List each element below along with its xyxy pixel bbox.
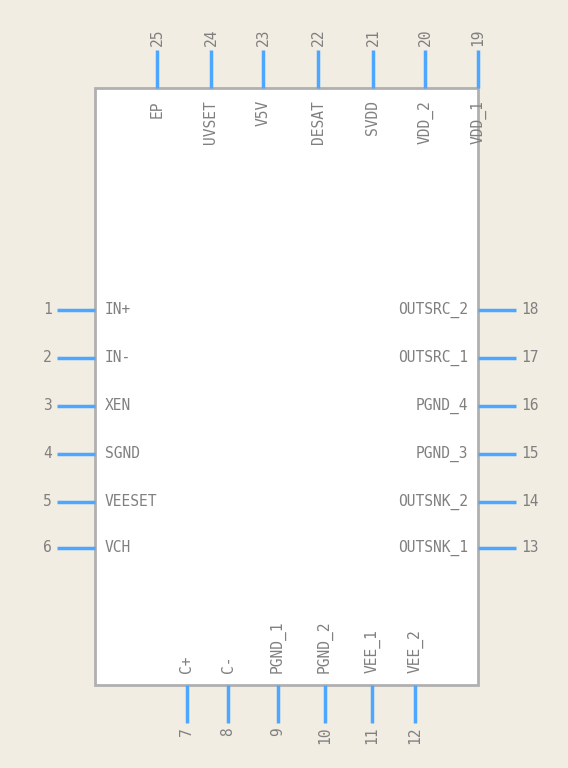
Text: 20: 20 xyxy=(417,28,432,46)
Text: VEE_2: VEE_2 xyxy=(407,629,423,673)
Text: 14: 14 xyxy=(521,495,538,509)
Text: 13: 13 xyxy=(521,541,538,555)
Text: VDD_1: VDD_1 xyxy=(470,100,486,144)
Text: V5V: V5V xyxy=(256,100,270,126)
Text: IN+: IN+ xyxy=(105,303,131,317)
Text: VDD_2: VDD_2 xyxy=(417,100,433,144)
Text: 12: 12 xyxy=(407,727,423,744)
Text: 24: 24 xyxy=(203,28,219,46)
Text: OUTSRC_1: OUTSRC_1 xyxy=(398,350,468,366)
Text: PGND_3: PGND_3 xyxy=(416,446,468,462)
Text: C+: C+ xyxy=(179,656,194,673)
Text: OUTSNK_1: OUTSNK_1 xyxy=(398,540,468,556)
Text: 3: 3 xyxy=(43,399,52,413)
Text: VEE_1: VEE_1 xyxy=(364,629,380,673)
Text: UVSET: UVSET xyxy=(203,100,219,144)
Text: 17: 17 xyxy=(521,350,538,366)
Text: 11: 11 xyxy=(365,727,379,744)
Text: 18: 18 xyxy=(521,303,538,317)
Text: OUTSRC_2: OUTSRC_2 xyxy=(398,302,468,318)
Text: DESAT: DESAT xyxy=(311,100,325,144)
Text: VEESET: VEESET xyxy=(105,495,157,509)
Text: 9: 9 xyxy=(270,727,286,736)
Text: OUTSNK_2: OUTSNK_2 xyxy=(398,494,468,510)
Text: 22: 22 xyxy=(311,28,325,46)
Text: XEN: XEN xyxy=(105,399,131,413)
Text: VCH: VCH xyxy=(105,541,131,555)
Text: 6: 6 xyxy=(43,541,52,555)
Text: SGND: SGND xyxy=(105,446,140,462)
Bar xyxy=(95,88,478,685)
Text: 15: 15 xyxy=(521,446,538,462)
Text: 8: 8 xyxy=(220,727,236,736)
Text: 25: 25 xyxy=(149,28,165,46)
Text: SVDD: SVDD xyxy=(365,100,381,135)
Text: 16: 16 xyxy=(521,399,538,413)
Text: 2: 2 xyxy=(43,350,52,366)
Text: IN-: IN- xyxy=(105,350,131,366)
Text: EP: EP xyxy=(149,100,165,118)
Text: 5: 5 xyxy=(43,495,52,509)
Text: C-: C- xyxy=(220,656,236,673)
Text: 23: 23 xyxy=(256,28,270,46)
Text: PGND_1: PGND_1 xyxy=(270,621,286,673)
Text: 10: 10 xyxy=(318,727,332,744)
Text: 4: 4 xyxy=(43,446,52,462)
Text: 19: 19 xyxy=(470,28,486,46)
Text: 21: 21 xyxy=(365,28,381,46)
Text: 7: 7 xyxy=(179,727,194,736)
Text: 1: 1 xyxy=(43,303,52,317)
Text: PGND_2: PGND_2 xyxy=(317,621,333,673)
Text: PGND_4: PGND_4 xyxy=(416,398,468,414)
